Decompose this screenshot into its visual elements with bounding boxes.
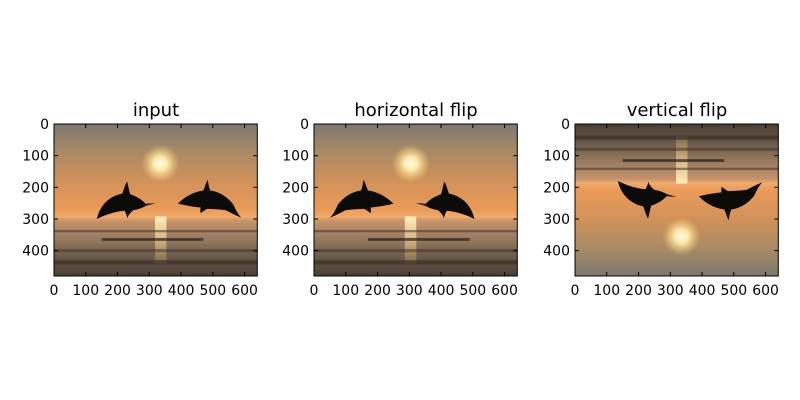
x-tick-label: 400 bbox=[689, 283, 716, 299]
y-tick-label: 300 bbox=[22, 212, 49, 228]
axes-frame bbox=[313, 123, 518, 277]
x-tick-label: 200 bbox=[364, 283, 391, 299]
x-tick-label: 400 bbox=[168, 283, 195, 299]
x-tick-label: 100 bbox=[332, 283, 359, 299]
x-tick-label: 0 bbox=[571, 283, 580, 299]
y-tick-label: 0 bbox=[300, 117, 309, 133]
x-ticks: 0 100 200 300 400 500 600 bbox=[50, 124, 258, 299]
x-tick-label: 300 bbox=[396, 283, 423, 299]
x-tick-label: 500 bbox=[720, 283, 747, 299]
x-ticks: 0 100 200 300 400 500 600 bbox=[310, 124, 518, 299]
y-tick-label: 300 bbox=[543, 212, 570, 228]
photo-image bbox=[313, 124, 518, 277]
x-tick-label: 300 bbox=[136, 283, 163, 299]
photo-image bbox=[54, 124, 258, 277]
y-tick-label: 0 bbox=[40, 117, 49, 133]
y-tick-label: 0 bbox=[561, 117, 570, 133]
x-tick-label: 400 bbox=[428, 283, 455, 299]
y-tick-label: 200 bbox=[282, 180, 309, 196]
x-tick-label: 0 bbox=[50, 283, 59, 299]
photo-image bbox=[575, 123, 779, 276]
y-tick-label: 400 bbox=[543, 244, 570, 260]
x-tick-label: 600 bbox=[231, 283, 258, 299]
y-tick-label: 200 bbox=[22, 180, 49, 196]
x-tick-label: 100 bbox=[593, 283, 620, 299]
x-tick-label: 300 bbox=[657, 283, 684, 299]
y-tick-label: 400 bbox=[22, 244, 49, 260]
x-tick-label: 100 bbox=[72, 283, 99, 299]
x-tick-label: 600 bbox=[491, 283, 518, 299]
y-tick-label: 100 bbox=[22, 149, 49, 165]
panel-vertical-flip: vertical flip 0 100 200 300 400 500 600 010020… bbox=[543, 100, 779, 299]
chart-title: horizontal flip bbox=[354, 100, 477, 121]
axes-frame bbox=[53, 123, 258, 277]
y-ticks: 0 100 200 300 400 bbox=[282, 117, 518, 260]
y-tick-label: 100 bbox=[543, 149, 570, 165]
x-tick-label: 500 bbox=[199, 283, 226, 299]
panel-horizontal-flip: horizontal flip 0 100 200 300 400 500 600 0100… bbox=[282, 100, 518, 299]
y-tick-label: 200 bbox=[543, 180, 570, 196]
y-ticks: 0 100 200 300 400 bbox=[22, 117, 258, 260]
x-tick-label: 200 bbox=[625, 283, 652, 299]
x-ticks: 0 100 200 300 400 500 600 bbox=[571, 124, 779, 299]
x-tick-label: 500 bbox=[459, 283, 486, 299]
y-ticks: 0 100 200 300 400 bbox=[543, 117, 779, 260]
x-tick-label: 600 bbox=[752, 283, 779, 299]
y-tick-label: 300 bbox=[282, 212, 309, 228]
x-tick-label: 0 bbox=[310, 283, 319, 299]
x-tick-label: 200 bbox=[104, 283, 131, 299]
chart-title: vertical flip bbox=[627, 100, 728, 121]
axes-frame bbox=[574, 123, 779, 277]
y-tick-label: 400 bbox=[282, 244, 309, 260]
chart-title: input bbox=[133, 100, 179, 121]
y-tick-label: 100 bbox=[282, 149, 309, 165]
